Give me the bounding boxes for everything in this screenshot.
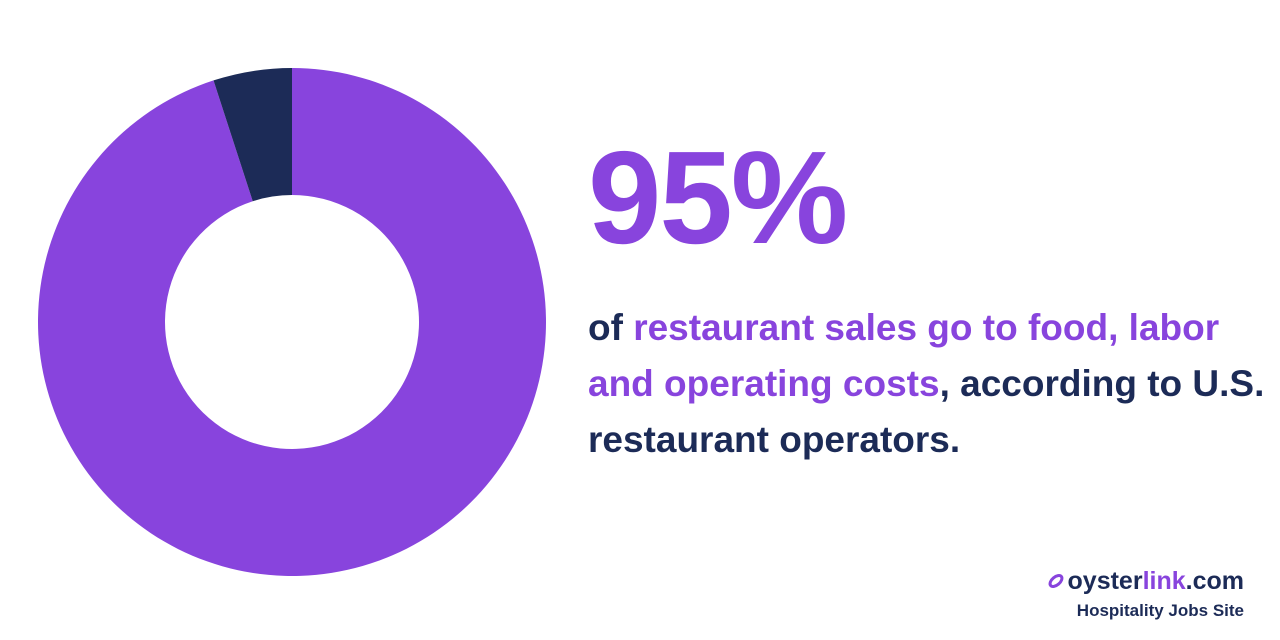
- brand-logo: oyster link .com Hospitality Jobs Site: [1014, 566, 1244, 622]
- headline-percent: 95%: [588, 124, 848, 271]
- caption-part-1: of: [588, 307, 634, 348]
- donut-slice-2: [213, 68, 292, 202]
- caption-part-3: , according to U.S. restaurant operators…: [588, 363, 1265, 460]
- brand-name-link: link: [1142, 567, 1186, 595]
- brand-name-oyster: oyster: [1067, 567, 1143, 595]
- donut-chart: [38, 68, 547, 577]
- brand-name: oyster link .com: [1014, 566, 1244, 596]
- donut-slice-1: [38, 68, 547, 577]
- caption-highlight: restaurant sales go to food, labor and o…: [588, 307, 1220, 404]
- brand-name-domain: .com: [1185, 567, 1244, 595]
- oyster-link-icon: [1048, 574, 1063, 588]
- caption-text: of restaurant sales go to food, labor an…: [588, 300, 1268, 468]
- brand-tagline: Hospitality Jobs Site: [1076, 601, 1244, 620]
